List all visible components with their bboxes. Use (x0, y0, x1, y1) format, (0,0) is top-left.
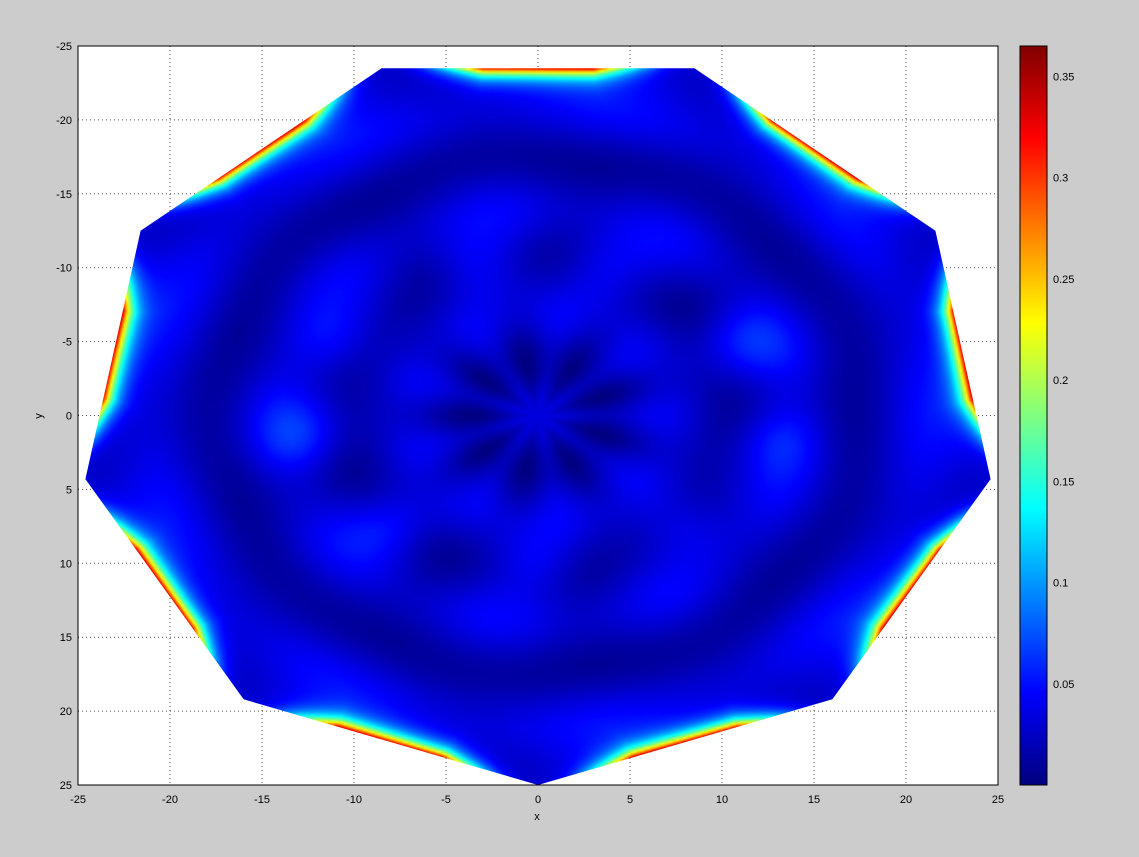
y-axis-label: y (33, 413, 45, 419)
y-tick-label: -15 (56, 189, 72, 201)
y-tick-label: -10 (56, 263, 72, 275)
x-tick-label: -20 (162, 794, 178, 806)
y-tick-label: 20 (60, 706, 72, 718)
x-tick-label: -10 (346, 794, 362, 806)
x-tick-label: 15 (808, 794, 820, 806)
x-ticks: -25 -20 -15 -10 -5 0 5 10 15 20 25 (70, 794, 1004, 806)
x-tick-label: 5 (627, 794, 633, 806)
y-tick-label: 15 (60, 632, 72, 644)
y-tick-label: 0 (66, 411, 72, 423)
y-tick-label: -25 (56, 41, 72, 53)
colorbar-ticks: 0.05 0.1 0.15 0.2 0.25 0.3 0.35 (1053, 71, 1074, 690)
axes-box (77, 45, 999, 786)
colorbar-tick-label: 0.2 (1053, 375, 1068, 387)
x-axis-label: x (534, 811, 540, 823)
colorbar-tick-label: 0.25 (1053, 274, 1074, 286)
colorbar (1019, 45, 1048, 786)
colorbar-tick-label: 0.05 (1053, 679, 1074, 691)
colorbar-tick-label: 0.1 (1053, 578, 1068, 590)
y-tick-label: -5 (62, 337, 72, 349)
y-tick-label: 10 (60, 558, 72, 570)
y-tick-label: 25 (60, 780, 72, 792)
colorbar-tick-label: 0.15 (1053, 476, 1074, 488)
x-tick-label: -5 (441, 794, 451, 806)
y-ticks: -25 -20 -15 -10 -5 0 5 10 15 20 25 (56, 41, 72, 792)
x-tick-label: 20 (900, 794, 912, 806)
colorbar-tick-label: 0.3 (1053, 173, 1068, 185)
x-tick-label: 0 (535, 794, 541, 806)
x-tick-label: 25 (992, 794, 1004, 806)
heatmap (85, 68, 991, 785)
colorbar-tick-label: 0.35 (1053, 71, 1074, 83)
x-tick-label: 10 (716, 794, 728, 806)
x-tick-label: -15 (254, 794, 270, 806)
y-tick-label: 5 (66, 484, 72, 496)
heatmap-field (85, 68, 991, 785)
x-tick-label: -25 (70, 794, 86, 806)
y-tick-label: -20 (56, 115, 72, 127)
